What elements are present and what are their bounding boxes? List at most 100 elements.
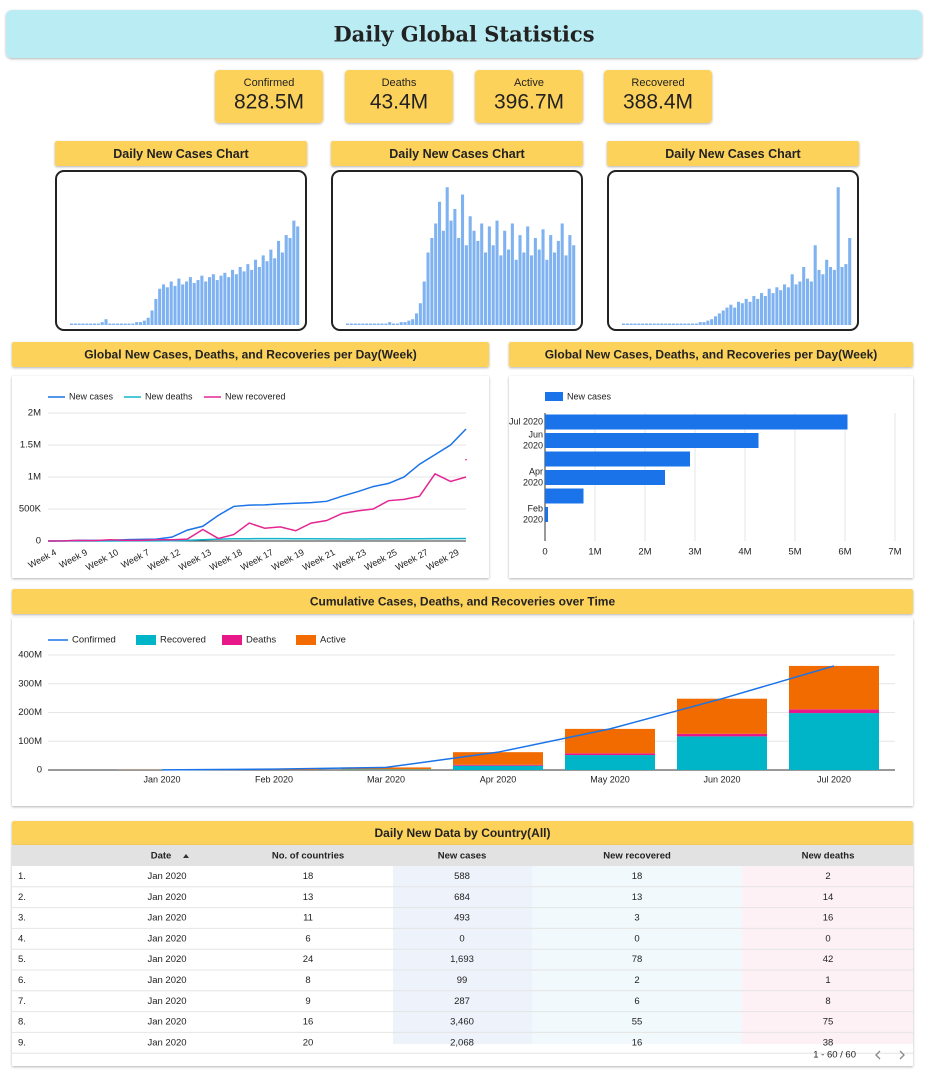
bar-segment [677, 733, 767, 737]
y-tick-label: 300M [18, 678, 42, 689]
y-tick-label: 1M [28, 472, 41, 483]
spark-bar [737, 301, 741, 325]
spark-bar [234, 274, 238, 325]
spark-bar [112, 323, 116, 325]
x-tick-label: 6M [838, 547, 851, 558]
x-tick-label: Feb 2020 [255, 774, 293, 784]
spark-bar [779, 290, 783, 325]
spark-bar [246, 264, 250, 325]
kpi-value: 396.7M [494, 91, 564, 114]
x-tick-label: Jan 2020 [143, 774, 180, 784]
spark-bar [227, 277, 231, 325]
next-page[interactable] [899, 1050, 905, 1060]
spark-bar [767, 288, 771, 325]
spark-bar [261, 255, 265, 325]
spark-bar [430, 238, 434, 325]
x-tick-label: 1M [588, 547, 601, 558]
spark-bar [633, 323, 637, 325]
spark-bar [192, 282, 196, 325]
prev-page[interactable] [875, 1050, 881, 1060]
spark-bar [380, 323, 384, 325]
spark-bar [825, 259, 829, 325]
y-tick-label: 1.5M [20, 440, 41, 451]
spark-bar [641, 323, 645, 325]
spark-bar [392, 323, 396, 325]
col-bg [393, 866, 532, 1044]
cell: 6 [305, 933, 310, 944]
title-bar [55, 141, 307, 166]
sort-icon [183, 854, 189, 858]
spark-bar [77, 323, 81, 325]
legend-label: Active [320, 635, 346, 646]
bar [545, 470, 665, 485]
spark-bar [284, 235, 288, 325]
kpi-value: 43.4M [370, 91, 428, 114]
cell: 14 [823, 892, 834, 903]
spark-bar [648, 323, 652, 325]
spark-bar [522, 252, 526, 325]
title: Daily New Cases Chart [665, 147, 801, 161]
spark-bar [537, 249, 541, 325]
title-bar [509, 342, 913, 367]
y-tick-label: 0 [37, 765, 42, 776]
cell: 7. [18, 996, 26, 1007]
spark-bar [265, 261, 269, 325]
column-header[interactable]: Date [151, 851, 172, 862]
title-bar [331, 141, 583, 166]
cell: 4. [18, 933, 26, 944]
bar-segment [677, 698, 767, 734]
bar-segment [453, 764, 543, 766]
bar-segment [789, 713, 879, 770]
spark-bar [836, 187, 840, 325]
column-header[interactable]: New recovered [603, 851, 671, 862]
cell: Jan 2020 [147, 1017, 186, 1028]
spark-bar [821, 274, 825, 325]
spark-bar [572, 245, 576, 325]
column-header[interactable]: No. of countries [272, 851, 344, 862]
spark-bar [694, 323, 698, 325]
cell: 2,068 [450, 1037, 474, 1048]
spark-bar [549, 235, 553, 325]
x-tick-label: Apr 2020 [480, 774, 517, 784]
spark-bar [491, 245, 495, 325]
cell: 0 [459, 933, 464, 944]
title-bar [12, 821, 913, 845]
spark-bar [422, 281, 426, 325]
spark-bar [372, 323, 376, 325]
spark-bar [802, 267, 806, 325]
cell: 2. [18, 892, 26, 903]
spark-bar [541, 229, 545, 325]
y-tick-label: Jul 2020 [509, 416, 543, 426]
cell: 3. [18, 913, 26, 924]
spark-bar [123, 323, 127, 325]
spark-bar [457, 238, 461, 325]
spark-bar [139, 322, 143, 325]
y-tick-label: 200M [18, 707, 42, 718]
spark-bar [185, 281, 189, 325]
cell: 1. [18, 871, 26, 882]
bar [545, 488, 584, 504]
cell: 18 [632, 871, 643, 882]
spark-bar [181, 284, 185, 325]
spark-bar [89, 323, 93, 325]
spark-bar [135, 322, 139, 325]
col-bg [742, 866, 913, 1044]
spark-bar [495, 220, 499, 325]
spark-bar [510, 223, 514, 325]
legend-label: New deaths [145, 391, 193, 401]
spark-bar [721, 310, 725, 325]
spark-bar [277, 240, 281, 325]
cell: 16 [303, 1017, 314, 1028]
series-line [48, 537, 467, 542]
cell: Jan 2020 [147, 996, 186, 1007]
spark-bar [622, 323, 626, 325]
spark-bar [786, 287, 790, 325]
cell: 1 [825, 975, 830, 986]
bar [545, 451, 690, 467]
cell: 18 [303, 871, 314, 882]
legend-label: Deaths [246, 635, 276, 646]
spark-bar [169, 281, 173, 325]
column-header[interactable]: New deaths [802, 851, 855, 862]
column-header[interactable]: New cases [438, 851, 487, 862]
cell: 6. [18, 975, 26, 986]
